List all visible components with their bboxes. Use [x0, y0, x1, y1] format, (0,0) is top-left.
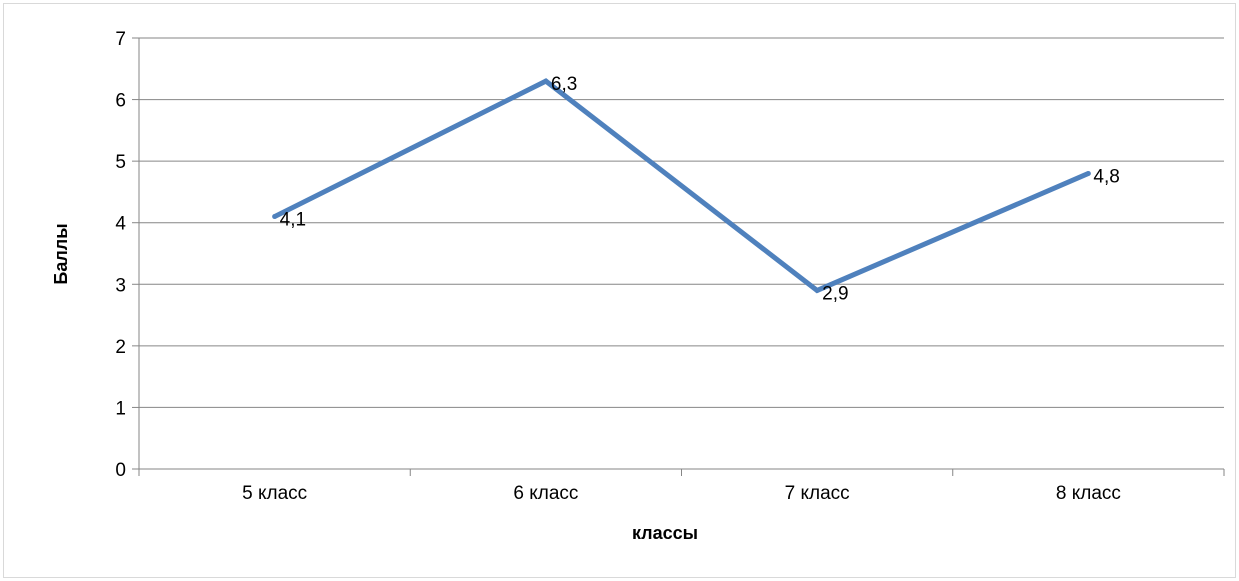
x-tick-labels: 5 класс 6 класс 7 класс 8 класс [242, 483, 1121, 504]
y-tick-label: 7 [115, 29, 126, 50]
y-tick-label: 6 [115, 91, 126, 112]
y-axis-title: Баллы [51, 223, 71, 284]
data-point [1085, 170, 1091, 176]
gridlines [139, 37, 1224, 408]
y-tick-label: 2 [115, 337, 126, 358]
chart-frame [3, 3, 1236, 578]
data-label: 4,8 [1093, 166, 1119, 187]
y-tick-label: 0 [115, 460, 126, 481]
data-labels: 4,1 6,3 2,9 4,8 [280, 74, 1120, 304]
data-point [272, 214, 278, 220]
data-label: 6,3 [551, 74, 577, 95]
data-label: 2,9 [822, 283, 848, 304]
series-line [273, 78, 1090, 294]
data-label: 4,1 [280, 210, 306, 231]
axes [132, 37, 1225, 476]
x-tick-label: 5 класс [242, 483, 307, 504]
x-axis-title: классы [632, 523, 698, 543]
y-tick-label: 4 [115, 214, 126, 235]
y-tick-label: 3 [115, 275, 126, 296]
y-tick-label: 5 [115, 152, 126, 173]
series-layer [272, 78, 1091, 294]
x-tick-label: 8 класс [1056, 483, 1121, 504]
x-tick-label: 7 класс [785, 483, 850, 504]
y-tick-label: 1 [115, 398, 126, 419]
y-tick-labels: 0 1 2 3 4 5 6 7 [115, 29, 126, 481]
data-point [814, 287, 820, 293]
x-tick-label: 6 класс [513, 483, 578, 504]
data-point [543, 78, 549, 84]
